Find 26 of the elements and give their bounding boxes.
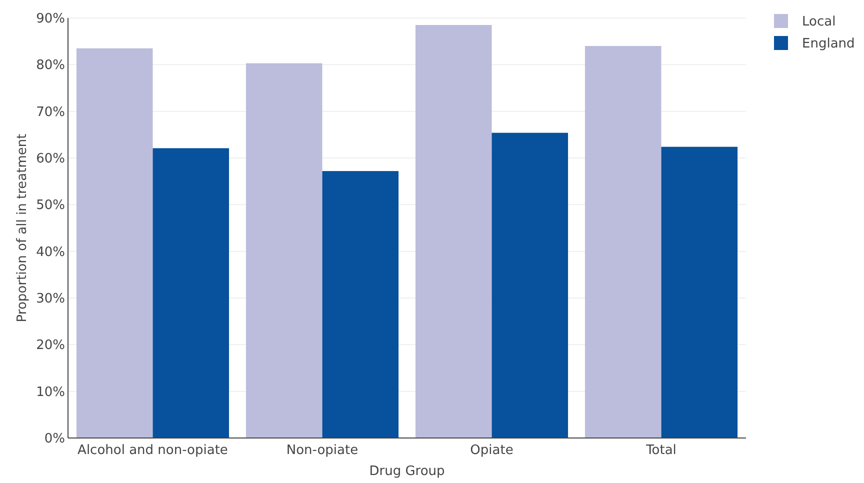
bar bbox=[661, 146, 738, 438]
legend-label: Local bbox=[802, 14, 836, 30]
y-tick-label: 40% bbox=[36, 244, 65, 260]
y-tick-label: 30% bbox=[36, 292, 65, 307]
bar bbox=[246, 63, 322, 438]
y-axis-title: Proportion of all in treatment bbox=[15, 134, 30, 322]
y-tick-label: 70% bbox=[36, 104, 65, 120]
y-tick-label: 20% bbox=[36, 338, 65, 354]
y-tick-label: 50% bbox=[36, 198, 65, 214]
y-tick-label: 80% bbox=[36, 58, 65, 74]
bar bbox=[415, 25, 492, 438]
x-tick-label: Alcohol and non-opiate bbox=[78, 443, 228, 458]
bar bbox=[322, 171, 399, 438]
y-tick-label: 10% bbox=[36, 384, 65, 400]
x-tick-label: Non-opiate bbox=[286, 443, 358, 458]
legend-label: England bbox=[802, 36, 855, 52]
bar bbox=[492, 132, 568, 438]
bar bbox=[584, 46, 662, 438]
bar bbox=[76, 48, 153, 438]
x-tick-label: Opiate bbox=[470, 443, 514, 458]
x-tick-label: Total bbox=[645, 443, 676, 458]
y-tick-label: 60% bbox=[36, 152, 65, 167]
bar bbox=[152, 148, 230, 438]
y-tick-label: 0% bbox=[44, 432, 65, 447]
x-axis-title: Drug Group bbox=[369, 464, 445, 479]
y-tick-label: 90% bbox=[36, 12, 65, 27]
